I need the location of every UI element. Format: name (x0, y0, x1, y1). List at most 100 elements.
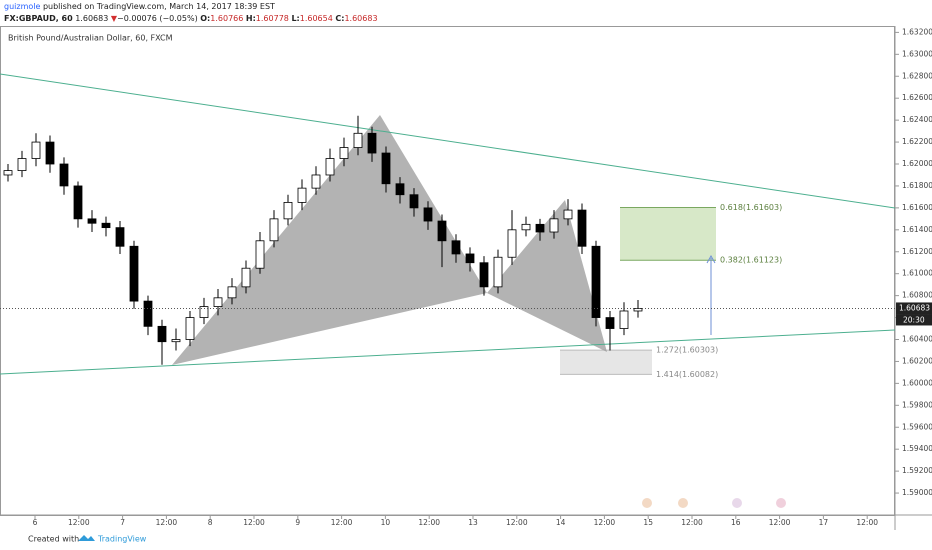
event-icon[interactable] (732, 498, 742, 508)
event-icons (642, 498, 786, 508)
candle-body (227, 286, 237, 299)
footer-created: Created with (28, 535, 79, 544)
c-label: C: (335, 14, 345, 23)
candle-body (577, 209, 587, 247)
x-tick-label: 16 (731, 518, 741, 527)
chart-title: British Pound/Australian Dollar, 60, FXC… (8, 34, 173, 43)
publisher[interactable]: guizmole (4, 2, 41, 11)
candle-body (31, 141, 41, 159)
event-icon[interactable] (678, 498, 688, 508)
x-tick-label: 12:00 (681, 518, 703, 527)
publish-line: guizmole published on TradingView.com, M… (4, 2, 275, 11)
y-tick-label: 1.62000 (902, 159, 932, 168)
last-price-box (896, 302, 932, 315)
zone-label: 1.272(1.60303) (656, 346, 718, 355)
candle-body (563, 209, 573, 220)
candle-body (311, 174, 321, 189)
y-tick-label: 1.61600 (902, 203, 932, 212)
footer-brand[interactable]: TradingView (97, 535, 147, 544)
candle-body (59, 163, 69, 187)
x-tick-label: 12:00 (156, 518, 178, 527)
countdown: 20:30 (903, 315, 925, 324)
zone (620, 207, 716, 261)
x-tick-label: 6 (33, 518, 38, 527)
event-icon[interactable] (776, 498, 786, 508)
y-tick-label: 1.60800 (902, 291, 932, 300)
candle-body (381, 152, 391, 185)
arrow: ▼ (110, 14, 118, 23)
y-tick-label: 1.62600 (902, 93, 932, 102)
published: published on TradingView.com, March 14, … (42, 2, 275, 11)
last: 1.60683 (75, 14, 109, 23)
y-tick-label: 1.61200 (902, 247, 932, 256)
x-tick-label: 12:00 (331, 518, 353, 527)
candle-body (255, 240, 265, 269)
last-price-label: 1.60683 (899, 303, 930, 312)
event-icon[interactable] (642, 498, 652, 508)
x-tick-label: 10 (381, 518, 391, 527)
y-tick-label: 1.59800 (902, 400, 932, 409)
y-tick-label: 1.60200 (902, 356, 932, 365)
zones: 0.618(1.61603) 0.382(1.61123) 1.272(1.6030… (560, 203, 782, 379)
candle-body (325, 158, 335, 176)
y-tick-label: 1.61000 (902, 269, 932, 278)
candle-body (409, 194, 419, 209)
h-label: H: (245, 14, 256, 23)
y-tick-label: 1.62400 (902, 115, 932, 124)
y-tick-label: 1.63000 (902, 49, 932, 58)
x-tick-label: 12:00 (769, 518, 791, 527)
l: 1.60654 (299, 14, 333, 23)
change: −0.00076 (−0.05%) (117, 14, 198, 23)
x-tick-label: 14 (556, 518, 566, 527)
candle-body (101, 222, 111, 229)
candle-body (87, 218, 97, 224)
trendline (0, 73, 896, 209)
candle-body (507, 229, 517, 258)
x-tick-label: 17 (819, 518, 829, 527)
candle-body (143, 300, 153, 327)
x-tick-label: 9 (295, 518, 300, 527)
x-tick-label: 12:00 (506, 518, 528, 527)
arrow-head (706, 254, 716, 264)
candle-body (605, 317, 615, 329)
candle-body (129, 245, 139, 302)
candle-body (353, 132, 363, 148)
candle-body (199, 306, 209, 318)
candle-body (297, 187, 307, 203)
candle-body (549, 218, 559, 233)
y-tick-label: 1.61800 (902, 181, 932, 190)
candle-body (45, 141, 55, 165)
candle-body (423, 207, 433, 222)
candle-body (521, 223, 531, 231)
candle-body (367, 132, 377, 154)
x-tick-label: 12:00 (594, 518, 616, 527)
y-tick-label: 1.60000 (902, 378, 932, 387)
c: 1.60683 (344, 14, 378, 23)
x-tick-label: 12:00 (68, 518, 90, 527)
y-tick-label: 1.63200 (902, 27, 932, 36)
candle-body (269, 218, 279, 242)
candle-body (241, 267, 251, 288)
y-tick-label: 1.59400 (902, 444, 932, 453)
candle-body (115, 227, 125, 247)
candle-body (185, 317, 195, 340)
x-tick-label: 12:00 (856, 518, 878, 527)
candle-body (465, 253, 475, 264)
y-tick-label: 1.59000 (902, 488, 932, 497)
zone-label: 1.414(1.60082) (656, 370, 718, 379)
candle-body (157, 325, 167, 343)
l-label: L: (291, 14, 300, 23)
candle-body (479, 262, 489, 288)
candle-body (437, 220, 447, 242)
candle-body (493, 256, 503, 288)
pattern-xab (172, 115, 487, 365)
candle-body (283, 201, 293, 220)
x-tick-label: 15 (643, 518, 653, 527)
candle-body (633, 308, 643, 312)
y-tick-label: 1.60400 (902, 335, 932, 344)
o-label: O: (200, 14, 211, 23)
y-tick-label: 1.62800 (902, 71, 932, 80)
candle-body (3, 170, 13, 176)
